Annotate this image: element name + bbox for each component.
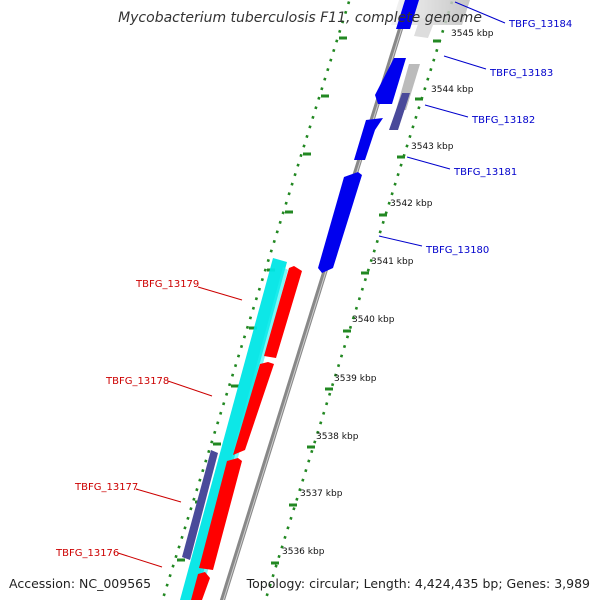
gap-feature xyxy=(389,93,410,130)
cds-arrow xyxy=(354,118,383,160)
gene-leader-line xyxy=(135,488,182,503)
outer-tick-line xyxy=(161,0,351,600)
scale-tick-label: 3540 kbp xyxy=(352,315,395,325)
topology-label: Topology: circular; Length: 4,424,435 bp… xyxy=(246,576,590,591)
scale-tick-label: 3537 kbp xyxy=(300,489,343,499)
scale-tick-label: 3541 kbp xyxy=(371,257,414,267)
forward-gene-labels: TBFG_13184 TBFG_13183 TBFG_13182 TBFG_13181… xyxy=(378,1,572,256)
scale-labels: 3536 kbp 3537 kbp 3538 kbp 3539 kbp 3540 kbp… xyxy=(282,29,494,557)
gene-leader-line xyxy=(167,380,213,397)
accession-label: Accession: NC_009565 xyxy=(9,576,152,591)
cds-arrow xyxy=(396,0,419,29)
gene-leader-line xyxy=(443,55,487,70)
gene-leader-line xyxy=(378,235,423,247)
gene-label[interactable]: TBFG_13184 xyxy=(508,19,572,30)
gene-label[interactable]: TBFG_13182 xyxy=(471,115,535,126)
gene-label[interactable]: TBFG_13183 xyxy=(489,68,553,79)
gene-label[interactable]: TBFG_13180 xyxy=(425,245,489,256)
gene-leader-line xyxy=(406,156,451,170)
scale-tick-label: 3538 kbp xyxy=(316,432,359,442)
forward-cds-features xyxy=(318,0,419,273)
cds-arrow xyxy=(264,266,302,358)
cds-arrow xyxy=(318,172,362,273)
scale-tick-label: 3542 kbp xyxy=(390,199,433,209)
cyan-feature xyxy=(180,258,287,600)
gene-label[interactable]: TBFG_13177 xyxy=(74,482,138,493)
gene-label[interactable]: TBFG_13181 xyxy=(453,167,517,178)
gene-label[interactable]: TBFG_13176 xyxy=(55,548,119,559)
gene-leader-line xyxy=(117,552,163,568)
gene-leader-line xyxy=(454,1,506,24)
scale-tick-label: 3543 kbp xyxy=(411,142,454,152)
reverse-cds-features xyxy=(191,266,302,600)
map-title: Mycobacterium tuberculosis F11, complete… xyxy=(118,10,482,26)
gene-leader-line xyxy=(424,104,469,118)
scale-tick-label: 3544 kbp xyxy=(431,85,474,95)
scale-tick-label: 3536 kbp xyxy=(282,547,325,557)
gap-feature xyxy=(182,450,218,560)
scale-tick-label: 3539 kbp xyxy=(334,374,377,384)
cds-arrow xyxy=(233,362,274,455)
gene-label[interactable]: TBFG_13179 xyxy=(135,279,199,290)
reverse-gene-labels: TBFG_13179 TBFG_13178 TBFG_13177 TBFG_13176 xyxy=(55,279,243,568)
grey-features xyxy=(389,18,435,130)
inner-major-ticks xyxy=(271,39,441,565)
scale-tick-label: 3545 kbp xyxy=(451,29,494,39)
cds-arrow xyxy=(191,572,210,600)
gene-label[interactable]: TBFG_13178 xyxy=(105,376,169,387)
gene-leader-line xyxy=(197,286,243,301)
cds-arrow xyxy=(199,458,242,570)
cds-arrow xyxy=(375,58,406,104)
grey-feature xyxy=(414,18,435,38)
